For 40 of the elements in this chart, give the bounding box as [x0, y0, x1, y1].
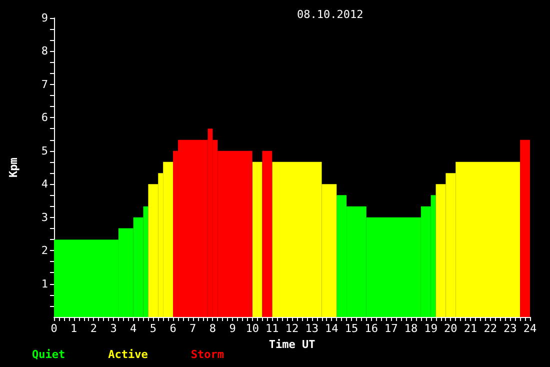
y-tick-label: 7	[41, 78, 48, 91]
chart-title: 08.10.2012	[297, 8, 364, 21]
x-tick-label: 0	[50, 322, 58, 335]
x-tick-label: 20	[444, 322, 458, 335]
x-tick-label: 5	[150, 322, 156, 335]
x-tick-label: 18	[404, 322, 418, 335]
y-tick-label: 2	[41, 244, 48, 258]
x-tick-label: 24	[523, 322, 537, 335]
x-tick-label: 4	[130, 322, 138, 335]
x-tick-label: 9	[229, 322, 236, 335]
x-tick-label: 17	[384, 322, 398, 335]
x-tick-label: 7	[190, 322, 196, 335]
x-tick-label: 12	[285, 322, 299, 335]
x-tick-label: 14	[325, 322, 339, 335]
x-axis-title: Time UT	[268, 338, 316, 351]
text: Quiet	[32, 348, 66, 361]
y-tick-label: 5	[41, 144, 48, 158]
x-tick-label: 10	[246, 322, 259, 335]
y-axis-title: Kpm	[7, 157, 20, 178]
y-tick-label: 6	[41, 111, 48, 124]
y-tick-label: 1	[41, 277, 48, 290]
x-tick-label: 21	[464, 322, 478, 335]
y-tick-label: 3	[41, 210, 48, 224]
x-tick-label: 3	[110, 322, 117, 335]
x-tick-label: 16	[364, 322, 378, 335]
x-tick-label: 11	[266, 322, 279, 335]
x-tick-label: 8	[209, 322, 216, 335]
x-tick-label: 22	[484, 322, 497, 335]
x-tick-label: 6	[170, 322, 176, 335]
text: Active	[108, 348, 148, 361]
x-tick-label: 13	[305, 322, 318, 335]
y-tick-label: 9	[41, 12, 48, 24]
x-tick-label: 15	[344, 322, 358, 335]
x-tick-label: 2	[90, 322, 97, 335]
y-tick-label: 8	[41, 44, 48, 58]
y-tick-label: 4	[41, 178, 48, 191]
x-tick-label: 19	[424, 322, 438, 335]
text: Storm	[190, 348, 224, 361]
x-tick-label: 1	[70, 322, 78, 335]
x-tick-label: 23	[504, 322, 517, 335]
